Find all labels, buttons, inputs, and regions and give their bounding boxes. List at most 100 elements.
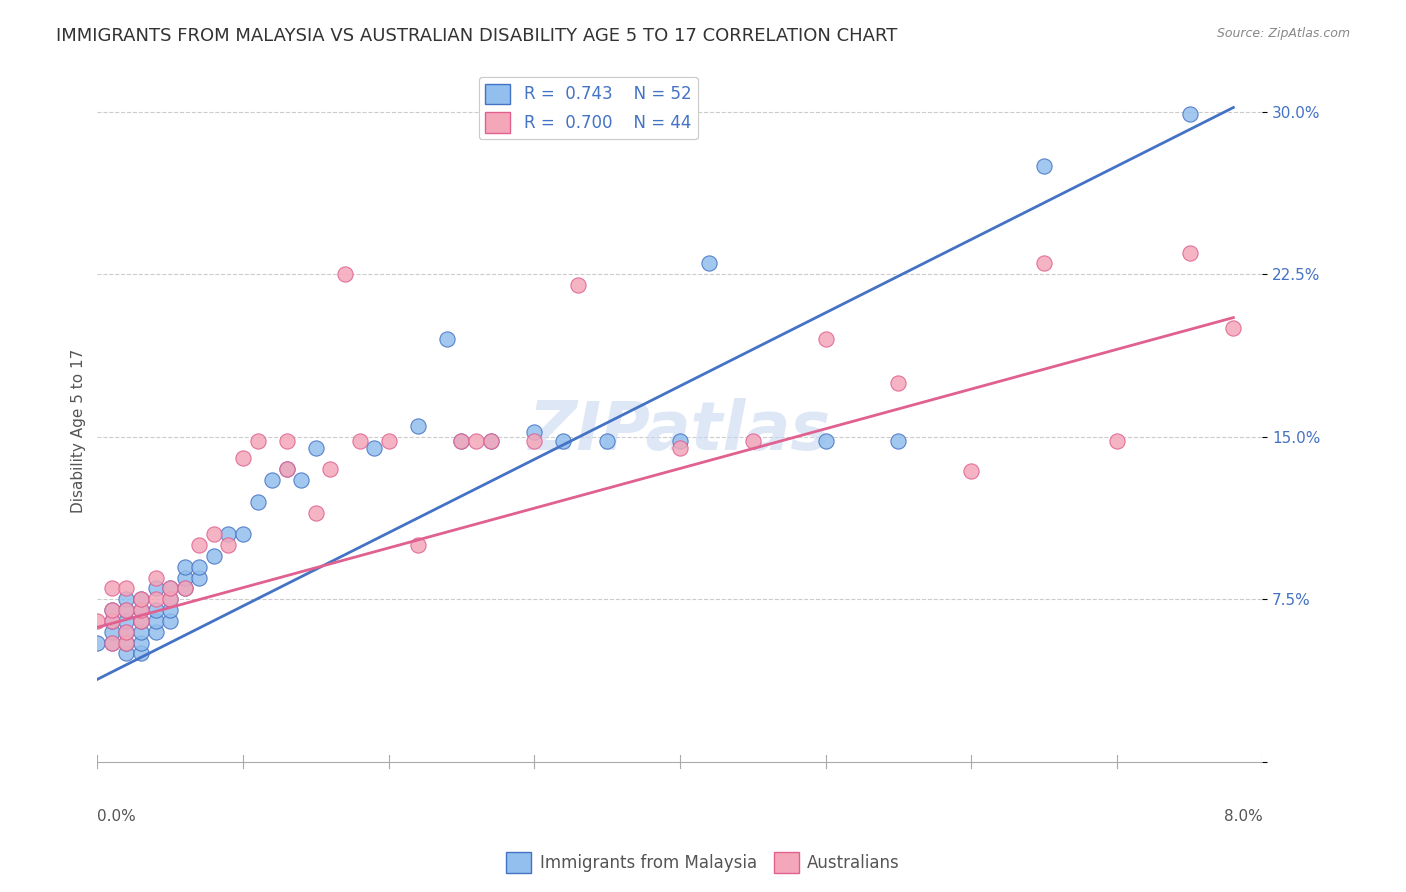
Point	[129, 603, 152, 617]
Point	[276, 434, 298, 448]
Point	[887, 434, 910, 448]
Point	[523, 434, 546, 448]
Point	[159, 592, 181, 607]
Point	[406, 538, 429, 552]
Point	[159, 603, 181, 617]
Point	[115, 603, 138, 617]
Point	[129, 592, 152, 607]
Point	[814, 434, 837, 448]
Point	[697, 256, 720, 270]
Point	[305, 506, 328, 520]
Point	[101, 614, 124, 628]
Point	[669, 434, 692, 448]
Point	[333, 267, 356, 281]
Point	[159, 582, 181, 596]
Point	[202, 527, 225, 541]
Point	[159, 592, 181, 607]
Point	[86, 614, 108, 628]
Point	[960, 464, 983, 478]
Text: IMMIGRANTS FROM MALAYSIA VS AUSTRALIAN DISABILITY AGE 5 TO 17 CORRELATION CHART: IMMIGRANTS FROM MALAYSIA VS AUSTRALIAN D…	[56, 27, 897, 45]
Point	[262, 473, 284, 487]
Point	[145, 624, 167, 639]
Text: 8.0%: 8.0%	[1223, 809, 1263, 824]
Point	[276, 462, 298, 476]
Point	[188, 538, 211, 552]
Point	[319, 462, 342, 476]
Point	[115, 624, 138, 639]
Point	[145, 582, 167, 596]
Point	[145, 614, 167, 628]
Point	[1222, 321, 1244, 335]
Point	[145, 570, 167, 584]
Point	[741, 434, 763, 448]
Point	[202, 549, 225, 563]
Point	[173, 570, 195, 584]
Point	[450, 434, 472, 448]
Point	[377, 434, 399, 448]
Point	[436, 332, 458, 346]
Point	[465, 434, 488, 448]
Point	[217, 527, 239, 541]
Point	[173, 582, 195, 596]
Point	[115, 603, 138, 617]
Point	[553, 434, 575, 448]
Text: 0.0%: 0.0%	[97, 809, 136, 824]
Point	[1178, 107, 1201, 121]
Point	[101, 635, 124, 649]
Text: Source: ZipAtlas.com: Source: ZipAtlas.com	[1216, 27, 1350, 40]
Point	[669, 441, 692, 455]
Point	[450, 434, 472, 448]
Point	[246, 494, 269, 508]
Point	[129, 614, 152, 628]
Point	[1105, 434, 1128, 448]
Point	[814, 332, 837, 346]
Point	[115, 646, 138, 660]
Point	[159, 582, 181, 596]
Point	[115, 635, 138, 649]
Point	[246, 434, 269, 448]
Point	[217, 538, 239, 552]
Y-axis label: Disability Age 5 to 17: Disability Age 5 to 17	[72, 349, 86, 514]
Point	[129, 646, 152, 660]
Point	[101, 582, 124, 596]
Point	[1178, 245, 1201, 260]
Text: ZIPatlas: ZIPatlas	[529, 399, 831, 465]
Point	[101, 603, 124, 617]
Point	[115, 614, 138, 628]
Point	[567, 278, 589, 293]
Point	[115, 592, 138, 607]
Point	[129, 603, 152, 617]
Point	[290, 473, 312, 487]
Point	[188, 570, 211, 584]
Point	[173, 559, 195, 574]
Point	[173, 582, 195, 596]
Point	[232, 527, 254, 541]
Point	[232, 451, 254, 466]
Point	[86, 635, 108, 649]
Point	[115, 635, 138, 649]
Point	[129, 624, 152, 639]
Point	[115, 582, 138, 596]
Point	[276, 462, 298, 476]
Legend: R =  0.743    N = 52, R =  0.700    N = 44: R = 0.743 N = 52, R = 0.700 N = 44	[478, 77, 697, 139]
Point	[129, 635, 152, 649]
Point	[479, 434, 502, 448]
Point	[1033, 159, 1056, 173]
Point	[101, 614, 124, 628]
Point	[101, 624, 124, 639]
Point	[188, 559, 211, 574]
Point	[406, 418, 429, 433]
Point	[363, 441, 385, 455]
Point	[159, 614, 181, 628]
Point	[101, 603, 124, 617]
Point	[129, 614, 152, 628]
Legend: Immigrants from Malaysia, Australians: Immigrants from Malaysia, Australians	[499, 846, 907, 880]
Point	[479, 434, 502, 448]
Point	[145, 592, 167, 607]
Point	[596, 434, 619, 448]
Point	[349, 434, 371, 448]
Point	[145, 603, 167, 617]
Point	[129, 592, 152, 607]
Point	[1033, 256, 1056, 270]
Point	[101, 635, 124, 649]
